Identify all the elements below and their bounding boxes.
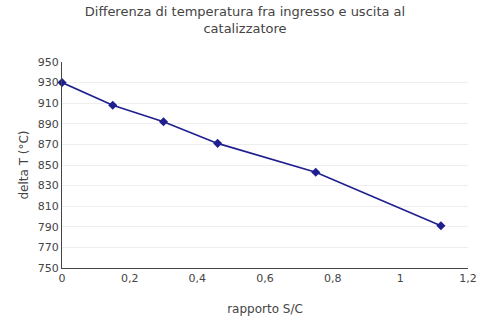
svg-text:950: 950 [38, 56, 59, 69]
svg-text:Differenza di temperatura fra: Differenza di temperatura fra ingresso e… [85, 4, 405, 36]
svg-text:910: 910 [38, 97, 59, 110]
svg-text:850: 850 [38, 159, 59, 172]
svg-text:0,4: 0,4 [189, 272, 207, 285]
svg-text:770: 770 [38, 241, 59, 254]
svg-text:0,2: 0,2 [121, 272, 139, 285]
svg-text:830: 830 [38, 179, 59, 192]
svg-text:890: 890 [38, 118, 59, 131]
svg-text:810: 810 [38, 200, 59, 213]
svg-text:0,8: 0,8 [324, 272, 342, 285]
svg-text:1,2: 1,2 [459, 272, 477, 285]
svg-text:750: 750 [38, 262, 59, 275]
svg-text:870: 870 [38, 138, 59, 151]
svg-text:790: 790 [38, 221, 59, 234]
svg-text:930: 930 [38, 76, 59, 89]
svg-text:rapporto S/C: rapporto S/C [227, 302, 303, 316]
svg-text:0,6: 0,6 [256, 272, 274, 285]
svg-text:0: 0 [59, 272, 66, 285]
svg-text:delta T (°C): delta T (°C) [17, 130, 31, 199]
svg-text:1: 1 [397, 272, 404, 285]
